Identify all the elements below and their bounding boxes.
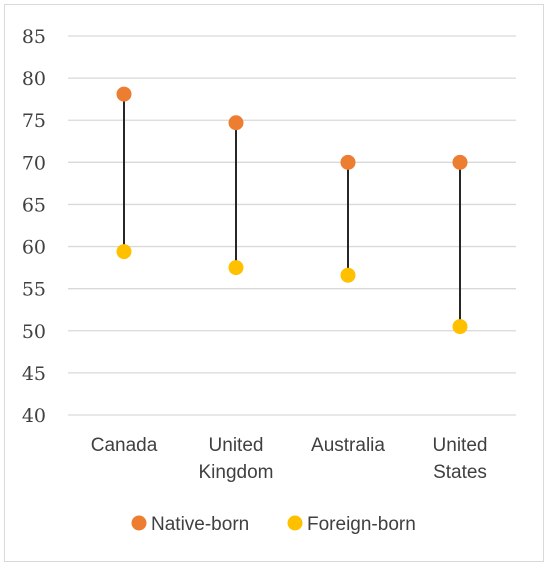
chart-frame — [4, 4, 544, 562]
foreign-born-point — [228, 260, 244, 276]
legend-label: Foreign-born — [307, 514, 416, 535]
x-tick-label: United — [433, 435, 488, 456]
y-tick-label: 40 — [22, 405, 46, 427]
foreign-born-point — [116, 244, 132, 260]
y-tick-label: 45 — [22, 363, 46, 385]
x-tick-label: States — [433, 462, 487, 483]
y-tick-label: 50 — [22, 321, 46, 343]
legend-label: Native-born — [151, 514, 249, 535]
foreign-born-point — [452, 319, 468, 335]
y-tick-label: 65 — [22, 194, 46, 216]
y-tick-label: 60 — [22, 237, 46, 259]
native-born-point — [452, 154, 468, 170]
y-tick-label: 55 — [22, 279, 46, 301]
native-born-point — [228, 115, 244, 131]
x-tick-label: Kingdom — [199, 462, 274, 483]
y-tick-label: 85 — [22, 26, 46, 48]
legend-marker — [131, 515, 147, 531]
native-born-point — [116, 86, 132, 102]
x-tick-label: Australia — [311, 435, 385, 456]
native-born-point — [340, 154, 356, 170]
y-tick-label: 80 — [22, 68, 46, 90]
x-tick-label: United — [209, 435, 264, 456]
y-tick-label: 70 — [22, 152, 46, 174]
x-tick-label: Canada — [91, 435, 158, 456]
legend-marker — [287, 515, 303, 531]
y-tick-label: 75 — [22, 110, 46, 132]
foreign-born-point — [340, 267, 356, 283]
